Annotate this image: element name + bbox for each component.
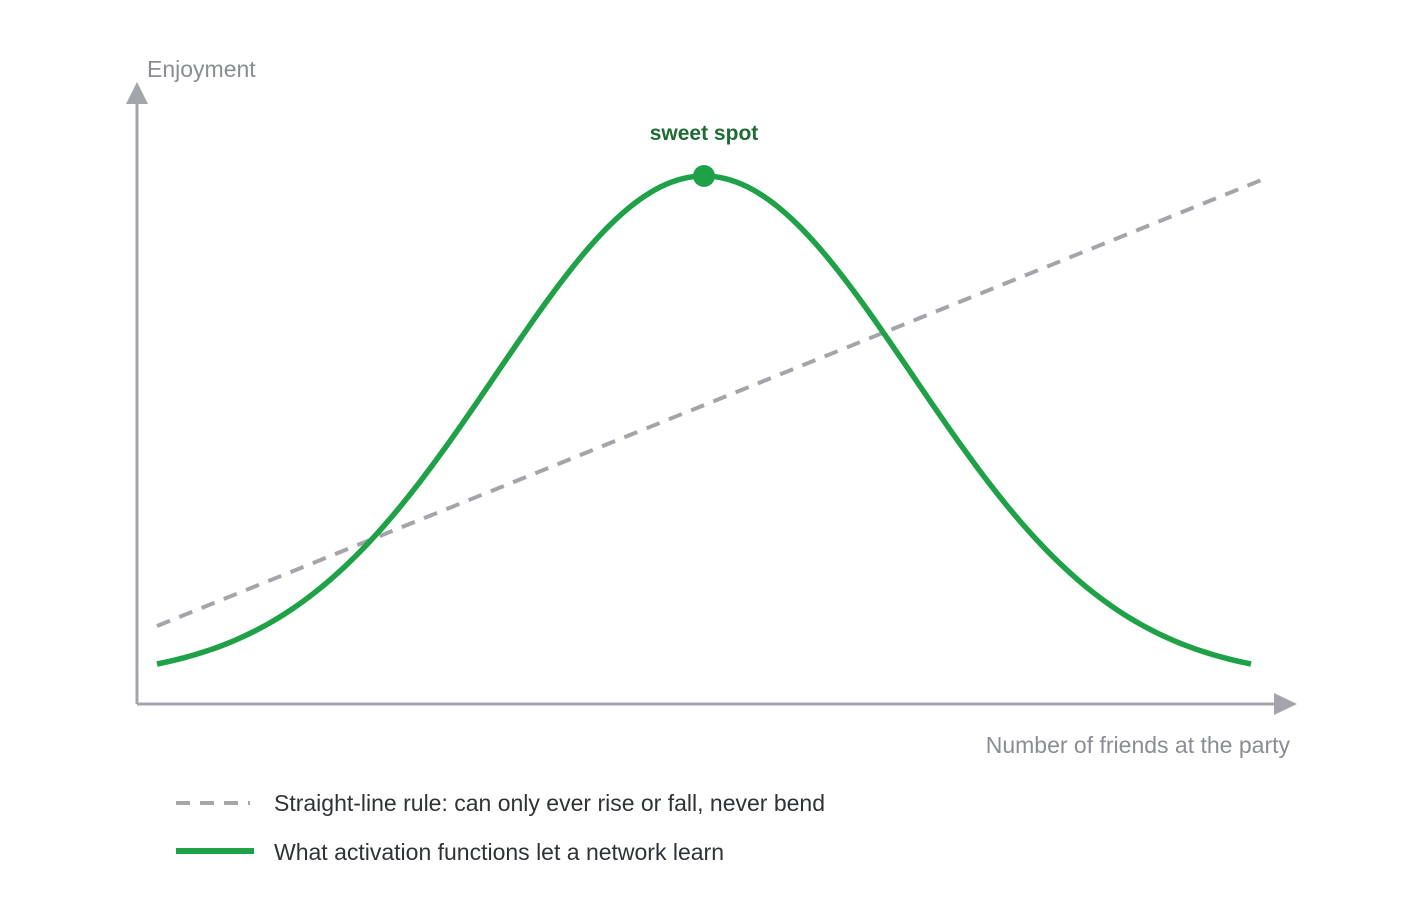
y-axis-label: Enjoyment <box>147 56 256 82</box>
series-layer <box>156 173 1265 667</box>
legend-label-straight-line: Straight-line rule: can only ever rise o… <box>274 790 825 816</box>
legend: Straight-line rule: can only ever rise o… <box>176 790 825 865</box>
x-axis-label: Number of friends at the party <box>986 732 1291 758</box>
series-activation-curve <box>156 173 1252 667</box>
series-straight-line <box>156 177 1265 628</box>
annotation-layer: sweet spot <box>650 122 759 187</box>
legend-label-activation: What activation functions let a network … <box>274 839 724 865</box>
x-axis-arrow-icon <box>1274 693 1297 715</box>
sweet-spot-label: sweet spot <box>650 122 759 145</box>
y-axis-arrow-icon <box>126 82 148 104</box>
axes <box>126 82 1297 715</box>
sweet-spot-marker <box>693 165 715 187</box>
